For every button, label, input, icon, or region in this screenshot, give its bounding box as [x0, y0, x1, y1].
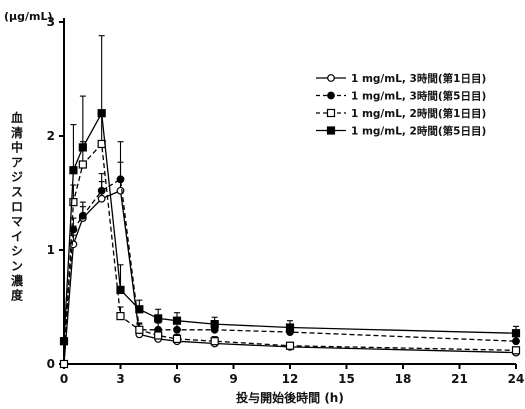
y-axis-label-char: ジ: [11, 170, 23, 184]
data-point: [285, 323, 295, 332]
x-tick-label: 0: [60, 372, 68, 386]
data-point: [511, 346, 521, 355]
x-tick-label: 12: [282, 372, 299, 386]
series-2: [60, 141, 520, 346]
x-tick-label: 18: [395, 372, 412, 386]
data-point: [154, 314, 163, 323]
data-point: [59, 359, 69, 369]
data-point: [210, 337, 219, 346]
legend-marker: [327, 91, 335, 100]
y-tick-label: 2: [47, 129, 55, 143]
data-point: [511, 329, 521, 338]
y-unit-label: (μg/mL): [4, 10, 53, 23]
x-axis-label: 投与開始後時間 (h): [236, 390, 344, 405]
y-axis-label-char: イ: [11, 229, 23, 243]
legend: 1 mg/mL, 3時間(第1日目) 1 mg/mL, 3時間(第5日目) 1 mg…: [316, 72, 486, 138]
y-axis-label-char: 中: [11, 140, 23, 155]
data-point: [116, 175, 125, 184]
x-tick-label: 24: [508, 372, 525, 386]
series-line: [63, 111, 517, 342]
data-point: [59, 337, 69, 346]
data-point: [172, 316, 182, 325]
data-point: [173, 325, 181, 334]
data-point: [154, 331, 163, 340]
series-3: [59, 114, 521, 369]
data-point: [116, 312, 125, 321]
y-axis-label-char: マ: [11, 215, 23, 229]
legend-marker: [327, 74, 335, 82]
y-axis-label-char: ン: [11, 259, 23, 273]
data-point: [512, 337, 520, 346]
y-axis-label-char: ス: [11, 185, 23, 199]
data-point: [97, 194, 106, 203]
y-axis-label-char: 血: [11, 110, 23, 125]
legend-marker: [326, 108, 336, 118]
legend-marker: [326, 126, 336, 135]
x-tick-label: 21: [451, 372, 468, 386]
data-point: [285, 341, 295, 350]
y-tick-label: 3: [47, 15, 55, 29]
data-point: [97, 186, 106, 195]
series-1: [60, 161, 520, 368]
y-tick-label: 0: [47, 357, 55, 371]
data-point: [78, 143, 87, 152]
y-axis-label-char: 度: [11, 288, 24, 303]
data-point: [116, 285, 125, 294]
data-point: [78, 211, 87, 220]
series-line: [63, 178, 517, 342]
y-axis-label-char: ロ: [11, 200, 23, 214]
series-4: [59, 35, 521, 346]
data-point: [135, 325, 144, 334]
plot-area: [59, 35, 521, 369]
y-axis-label-char: 清: [11, 125, 23, 140]
data-point: [69, 198, 78, 207]
x-tick-label: 9: [229, 372, 237, 386]
x-tick-label: 15: [338, 372, 355, 386]
y-tick-label: 1: [47, 243, 55, 257]
x-tick-label: 3: [116, 372, 124, 386]
legend-label: 1 mg/mL, 3時間(第1日目): [351, 72, 486, 85]
legend-label: 1 mg/mL, 2時間(第5日目): [351, 125, 486, 138]
data-point: [78, 160, 87, 169]
data-point: [97, 109, 106, 118]
data-point: [210, 320, 219, 329]
y-axis-label-char: ア: [11, 155, 23, 169]
y-axis-label-char: シ: [11, 244, 23, 258]
x-tick-label: 6: [173, 372, 181, 386]
legend-label: 1 mg/mL, 3時間(第5日目): [351, 90, 486, 103]
data-point: [135, 305, 144, 314]
data-point: [69, 166, 78, 175]
data-point: [172, 334, 182, 344]
legend-label: 1 mg/mL, 2時間(第1日目): [351, 107, 486, 120]
y-axis-label-char: 濃: [11, 273, 24, 288]
